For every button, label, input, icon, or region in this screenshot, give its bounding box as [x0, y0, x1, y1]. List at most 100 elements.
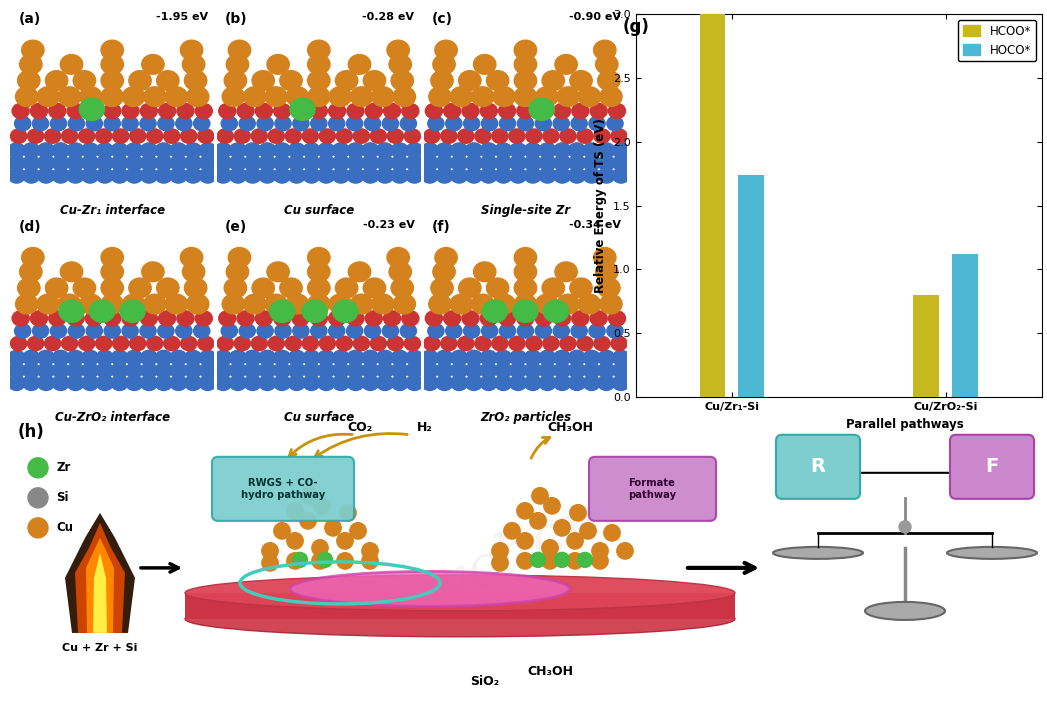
Circle shape — [22, 247, 44, 267]
Text: Cu: Cu — [55, 522, 73, 534]
Circle shape — [347, 103, 364, 119]
Circle shape — [198, 129, 214, 143]
Circle shape — [499, 117, 515, 131]
Circle shape — [181, 336, 197, 351]
Circle shape — [285, 129, 302, 143]
Circle shape — [37, 294, 60, 314]
Circle shape — [487, 71, 509, 91]
Circle shape — [535, 324, 552, 338]
Circle shape — [444, 311, 461, 326]
Circle shape — [580, 522, 596, 539]
Circle shape — [163, 129, 180, 143]
Circle shape — [510, 350, 527, 366]
Circle shape — [588, 324, 605, 338]
Circle shape — [332, 168, 350, 183]
Circle shape — [387, 336, 403, 351]
Circle shape — [596, 262, 618, 282]
Circle shape — [514, 71, 537, 91]
Circle shape — [429, 86, 451, 107]
Circle shape — [481, 103, 497, 119]
Circle shape — [177, 311, 194, 326]
Circle shape — [514, 86, 537, 107]
Circle shape — [525, 375, 541, 390]
Circle shape — [219, 311, 236, 326]
Circle shape — [67, 168, 84, 183]
Circle shape — [347, 117, 362, 131]
Circle shape — [347, 155, 364, 171]
Circle shape — [535, 103, 552, 119]
Circle shape — [292, 553, 308, 567]
Bar — [913, 295, 939, 397]
Circle shape — [8, 168, 25, 183]
Circle shape — [79, 336, 95, 351]
Bar — [952, 254, 978, 397]
Circle shape — [364, 324, 381, 338]
Circle shape — [464, 117, 480, 131]
Circle shape — [353, 129, 370, 143]
Circle shape — [377, 155, 394, 171]
Circle shape — [578, 86, 601, 107]
Circle shape — [392, 143, 408, 158]
Circle shape — [481, 375, 497, 390]
Circle shape — [67, 350, 84, 366]
Circle shape — [23, 155, 40, 171]
Circle shape — [608, 103, 625, 119]
Circle shape — [23, 363, 40, 378]
Circle shape — [612, 363, 629, 378]
Circle shape — [259, 363, 275, 378]
Circle shape — [27, 336, 44, 351]
Text: (g): (g) — [623, 18, 650, 36]
Circle shape — [32, 117, 49, 131]
Circle shape — [450, 294, 472, 314]
Circle shape — [465, 155, 483, 171]
Circle shape — [492, 129, 508, 143]
Circle shape — [122, 86, 144, 107]
Circle shape — [303, 350, 320, 366]
Circle shape — [23, 350, 40, 366]
Circle shape — [228, 247, 250, 267]
Circle shape — [308, 262, 330, 282]
Circle shape — [406, 375, 423, 390]
Circle shape — [495, 375, 512, 390]
Circle shape — [59, 86, 81, 107]
Circle shape — [481, 155, 497, 171]
Text: -1.95 eV: -1.95 eV — [156, 13, 208, 22]
Circle shape — [244, 86, 266, 107]
Circle shape — [459, 71, 481, 91]
Text: (b): (b) — [225, 13, 248, 27]
Circle shape — [462, 103, 480, 119]
Circle shape — [80, 294, 102, 314]
Circle shape — [101, 247, 124, 267]
Circle shape — [612, 168, 629, 183]
Circle shape — [165, 294, 187, 314]
Text: Single-site Zr: Single-site Zr — [481, 204, 570, 217]
Circle shape — [268, 129, 285, 143]
Circle shape — [155, 363, 173, 378]
Circle shape — [82, 375, 98, 390]
Circle shape — [129, 278, 151, 298]
Circle shape — [509, 336, 525, 351]
Text: (d): (d) — [19, 220, 41, 234]
Circle shape — [229, 143, 246, 158]
Circle shape — [38, 375, 54, 390]
Circle shape — [350, 522, 366, 539]
Circle shape — [555, 262, 577, 282]
Circle shape — [421, 363, 439, 378]
Circle shape — [329, 324, 344, 338]
Circle shape — [525, 363, 541, 378]
Text: Cu + Zr + Si: Cu + Zr + Si — [63, 643, 138, 653]
Circle shape — [303, 168, 320, 183]
Circle shape — [336, 129, 353, 143]
Circle shape — [436, 350, 453, 366]
Circle shape — [474, 129, 491, 143]
Circle shape — [126, 168, 142, 183]
Circle shape — [383, 311, 401, 326]
Circle shape — [267, 262, 289, 282]
Circle shape — [577, 129, 593, 143]
Circle shape — [111, 143, 128, 158]
Circle shape — [199, 168, 217, 183]
FancyBboxPatch shape — [211, 457, 354, 521]
Circle shape — [363, 71, 385, 91]
Circle shape — [303, 155, 320, 171]
Circle shape — [101, 278, 124, 298]
